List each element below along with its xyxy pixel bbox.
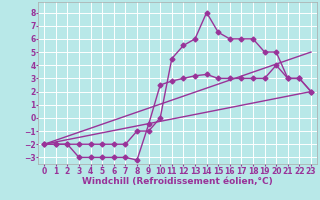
X-axis label: Windchill (Refroidissement éolien,°C): Windchill (Refroidissement éolien,°C): [82, 177, 273, 186]
